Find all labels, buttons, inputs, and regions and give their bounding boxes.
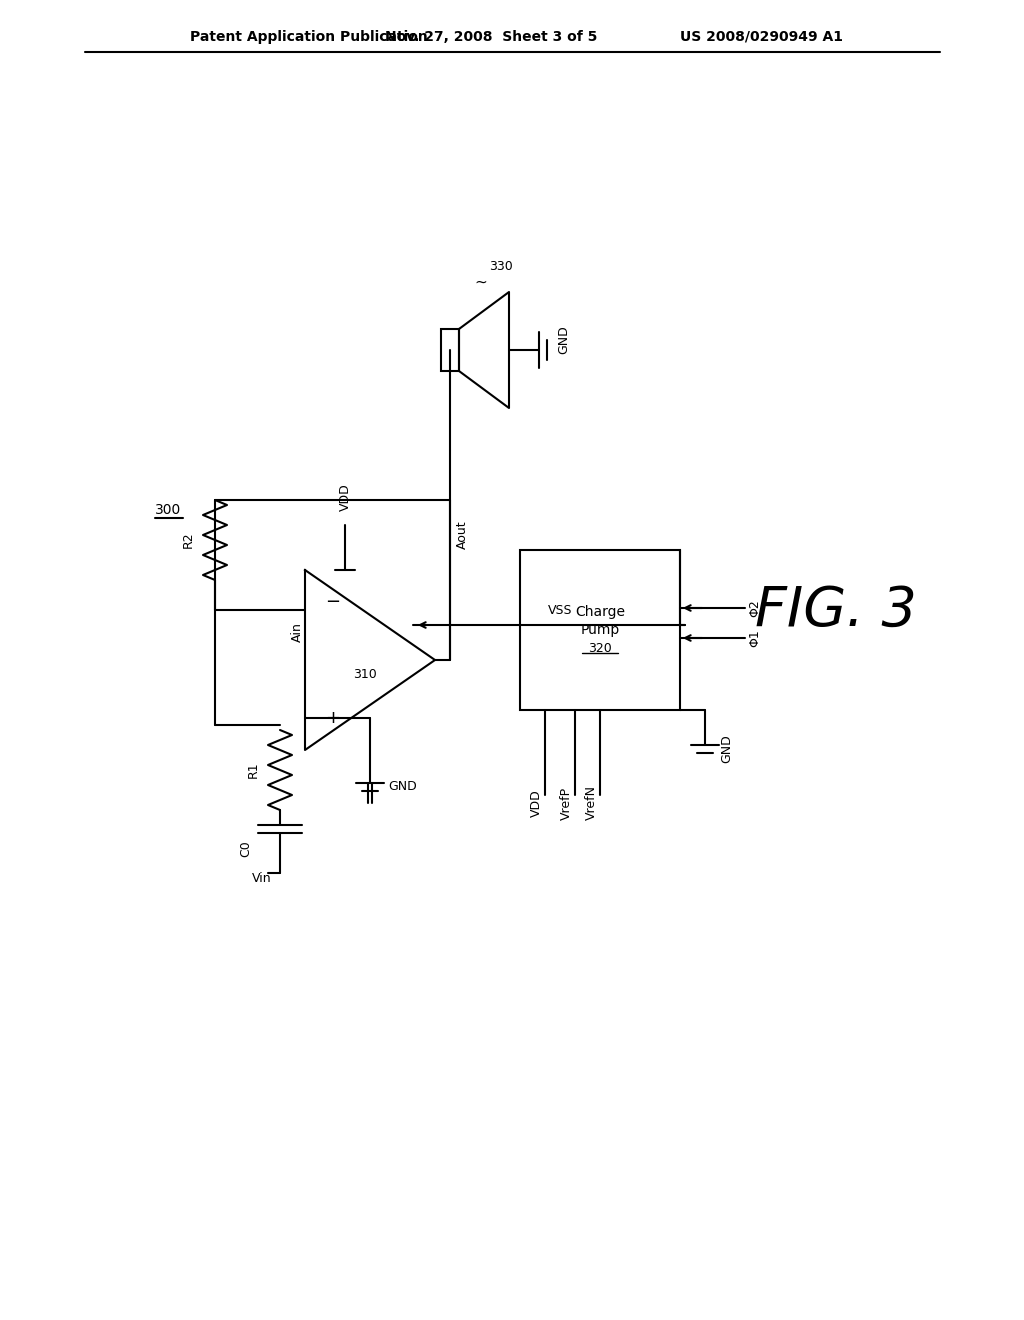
Text: Φ2: Φ2 — [748, 599, 761, 616]
Text: VDD: VDD — [530, 789, 543, 817]
Text: Vin: Vin — [252, 871, 272, 884]
Text: R2: R2 — [182, 532, 195, 548]
Bar — [441, 329, 459, 371]
Text: GND: GND — [557, 326, 570, 354]
Text: VDD: VDD — [339, 483, 351, 511]
Text: Ain: Ain — [291, 622, 303, 642]
Text: Patent Application Publication: Patent Application Publication — [190, 30, 428, 44]
Text: −: − — [326, 593, 341, 611]
Text: FIG. 3: FIG. 3 — [755, 583, 916, 636]
Text: Nov. 27, 2008  Sheet 3 of 5: Nov. 27, 2008 Sheet 3 of 5 — [385, 30, 597, 44]
Text: 330: 330 — [489, 260, 513, 273]
Text: US 2008/0290949 A1: US 2008/0290949 A1 — [680, 30, 843, 44]
Text: 310: 310 — [353, 668, 377, 681]
Text: GND: GND — [720, 735, 733, 763]
Text: Pump: Pump — [581, 623, 620, 638]
Text: VrefP: VrefP — [560, 787, 573, 820]
Text: Charge: Charge — [575, 605, 625, 619]
Text: 300: 300 — [155, 503, 181, 517]
Text: Φ1: Φ1 — [748, 630, 761, 647]
Text: C0: C0 — [239, 841, 252, 858]
Text: ~: ~ — [474, 275, 486, 289]
Text: GND: GND — [388, 780, 417, 793]
Text: Aout: Aout — [456, 520, 469, 549]
Text: R1: R1 — [247, 762, 260, 779]
Text: +: + — [326, 709, 341, 727]
Text: 320: 320 — [588, 642, 612, 655]
Text: VrefN: VrefN — [585, 785, 598, 821]
Text: VSS: VSS — [548, 605, 572, 618]
Bar — [520, 550, 680, 710]
